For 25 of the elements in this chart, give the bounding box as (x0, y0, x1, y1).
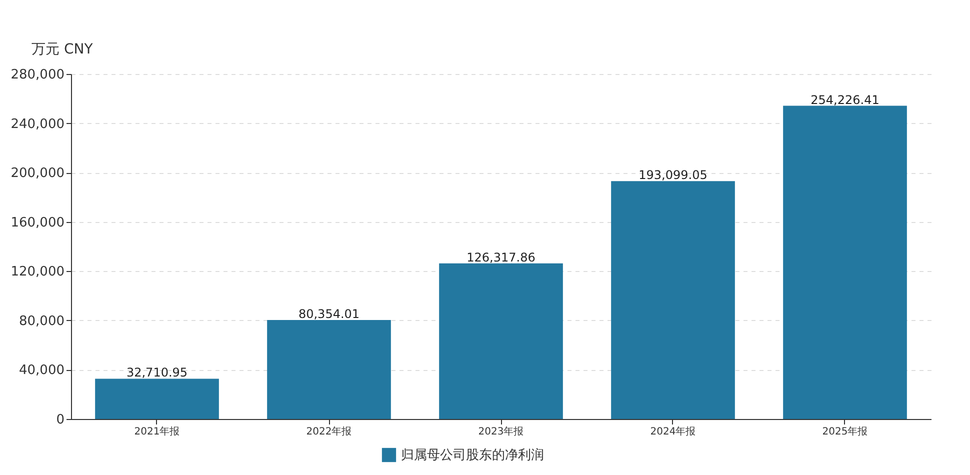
data-label: 32,710.95 (126, 366, 188, 380)
bar (95, 378, 219, 419)
bar (783, 106, 907, 419)
data-label: 193,099.05 (638, 168, 708, 182)
y-tick-label: 280,000 (10, 68, 64, 82)
x-tick-label: 2023年报 (478, 426, 524, 438)
bar (439, 263, 563, 419)
data-label: 126,317.86 (466, 250, 536, 264)
x-tick-label: 2021年报 (134, 426, 180, 438)
y-tick-label: 120,000 (10, 264, 64, 280)
bar (267, 320, 391, 419)
y-tick-label: 80,000 (19, 314, 64, 329)
legend-label: 归属母公司股东的净利润 (401, 448, 544, 463)
x-tick-label: 2022年报 (306, 426, 352, 438)
x-tick-label: 2025年报 (822, 426, 868, 438)
y-tick-label: 40,000 (19, 363, 64, 378)
x-tick-label: 2024年报 (650, 426, 696, 438)
y-tick-label: 200,000 (10, 166, 64, 182)
data-label: 254,226.41 (810, 92, 880, 107)
bar (611, 181, 735, 419)
y-tick-label: 160,000 (10, 215, 64, 230)
y-axis-title: 万元 CNY (32, 42, 94, 58)
y-tick-label: 0 (56, 412, 64, 428)
y-tick-label: 240,000 (10, 116, 64, 132)
data-label: 80,354.01 (298, 306, 360, 321)
